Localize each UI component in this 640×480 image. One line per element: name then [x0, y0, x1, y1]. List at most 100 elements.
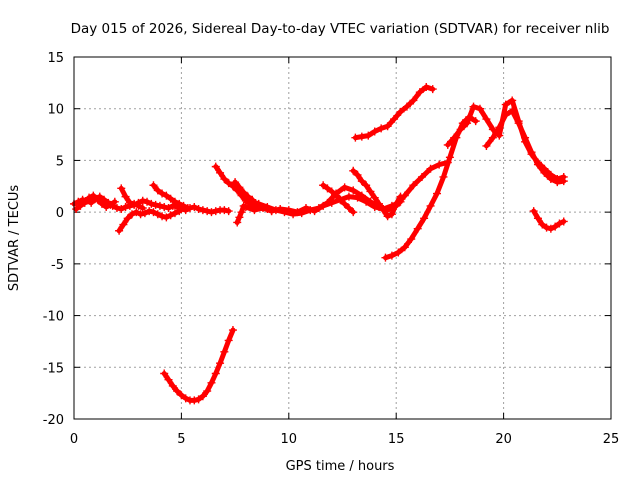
data-point [319, 181, 328, 190]
data-point [125, 198, 134, 207]
data-point [235, 183, 244, 192]
data-point [241, 202, 250, 211]
data-point [357, 177, 366, 186]
series-trace [234, 203, 247, 225]
data-point [158, 212, 167, 221]
data-point [216, 359, 225, 368]
data-point [417, 172, 426, 181]
data-point [407, 235, 416, 244]
data-point [198, 392, 207, 401]
data-point [469, 102, 478, 111]
data-point [183, 204, 192, 213]
data-point [357, 132, 366, 141]
series-sat-h [233, 201, 248, 227]
series-trace [350, 168, 403, 219]
x-tick-label: 10 [281, 432, 298, 447]
data-point [501, 110, 510, 119]
data-point [396, 192, 405, 201]
series-sat-q [482, 106, 568, 187]
data-point [370, 127, 379, 136]
data-point [207, 378, 216, 387]
data-point [224, 336, 233, 345]
data-point [540, 168, 549, 177]
series-sat-i [160, 326, 237, 405]
data-point [246, 196, 255, 205]
data-point [203, 387, 212, 396]
data-point [231, 178, 240, 187]
data-point [216, 168, 225, 177]
data-point [400, 243, 409, 252]
data-point [435, 160, 444, 169]
data-point [173, 387, 182, 396]
data-point [181, 394, 190, 403]
x-tick-label: 20 [495, 432, 512, 447]
data-point [559, 177, 568, 186]
x-tick-label: 15 [388, 432, 405, 447]
data-point [390, 115, 399, 124]
series-sat-l [319, 181, 358, 217]
data-point [357, 191, 366, 200]
data-point [362, 181, 371, 190]
data-point [463, 119, 472, 128]
data-point [162, 213, 171, 222]
data-point [76, 201, 85, 210]
y-tick-label: 5 [56, 154, 64, 169]
data-point [147, 199, 156, 208]
data-point [366, 187, 375, 196]
data-point [155, 201, 164, 210]
data-point [168, 381, 177, 390]
series-sat-b [72, 191, 119, 214]
data-point [289, 210, 298, 219]
data-point [117, 184, 126, 193]
data-point [179, 201, 188, 210]
series-trace [73, 193, 118, 212]
data-point [235, 213, 244, 222]
data-point [115, 226, 124, 235]
data-point [138, 204, 147, 213]
data-point [392, 199, 401, 208]
y-tick-label: -5 [51, 258, 64, 273]
data-point [132, 208, 141, 217]
series-sat-c [115, 207, 184, 235]
plot-border [73, 56, 612, 420]
data-point [415, 88, 424, 97]
series-trace [383, 114, 479, 261]
data-point [538, 220, 547, 229]
data-point [456, 125, 465, 134]
data-point [162, 191, 171, 200]
data-point [136, 210, 145, 219]
y-tick-label: -20 [43, 413, 64, 428]
data-point [239, 188, 248, 197]
data-point [529, 207, 538, 216]
data-point [340, 183, 349, 192]
series-sat-n [351, 82, 437, 142]
data-point [379, 206, 388, 215]
data-point [145, 207, 154, 216]
data-point [106, 200, 115, 209]
y-tick-label: 15 [47, 51, 64, 66]
data-point [370, 193, 379, 202]
data-point [514, 119, 523, 128]
data-point [306, 206, 315, 215]
data-point [190, 396, 199, 405]
data-point [127, 210, 136, 219]
data-point [153, 210, 162, 219]
data-point [80, 198, 89, 207]
data-point [314, 204, 323, 213]
grid [74, 57, 611, 419]
y-axis-label: SDTVAR / TECUs [7, 185, 22, 292]
data-point [166, 211, 175, 220]
data-point [422, 82, 431, 91]
data-point [336, 195, 345, 204]
data-point [533, 160, 542, 169]
data-point [149, 208, 158, 217]
data-point [527, 148, 536, 157]
data-point [394, 248, 403, 257]
data-point [121, 202, 130, 211]
data-point [349, 208, 358, 217]
data-point [220, 347, 229, 356]
data-point [123, 214, 132, 223]
data-series [70, 82, 568, 405]
data-point [402, 102, 411, 111]
